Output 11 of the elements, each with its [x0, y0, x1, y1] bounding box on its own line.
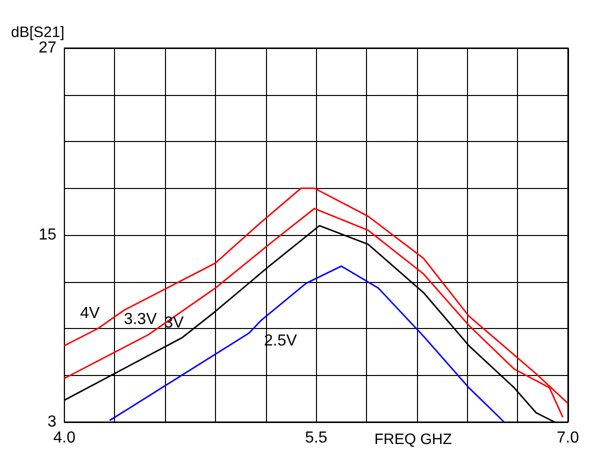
- x-tick-label: 7.0: [556, 430, 580, 446]
- line-series: [108, 265, 505, 423]
- y-axis-title: dB[S21]: [10, 24, 64, 41]
- x-tick-label: 4.0: [53, 430, 76, 446]
- y-tick-label: 3: [47, 414, 56, 430]
- series-label: 4V: [80, 305, 100, 322]
- x-axis-title: FREQ GHZ: [374, 431, 452, 448]
- y-tick-label: 15: [38, 226, 56, 244]
- y-tick-label: 27: [38, 40, 56, 56]
- series-label: 3.3V: [124, 311, 158, 328]
- x-tick-label: 5.5: [305, 430, 328, 446]
